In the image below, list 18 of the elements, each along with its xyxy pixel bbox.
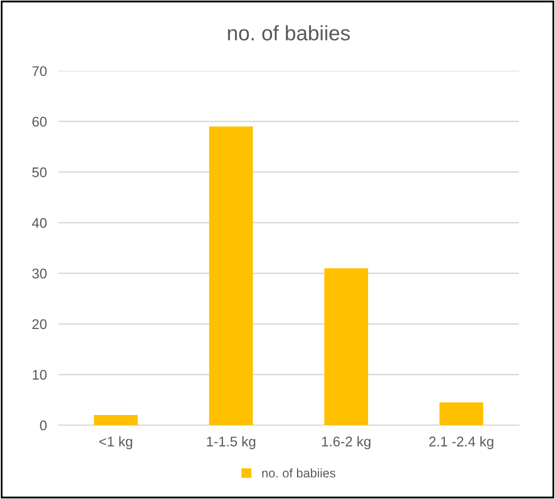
bar	[439, 402, 484, 426]
y-tick-label: 20	[32, 319, 47, 330]
y-tick-label: 50	[32, 167, 47, 178]
chart-title: no. of babiies	[228, 25, 350, 41]
legend-label: no. of babiies	[262, 468, 336, 478]
bar	[324, 268, 368, 426]
x-tick-label: 1.6-2 kg	[322, 436, 370, 450]
y-tick-label: 10	[32, 370, 47, 380]
y-tick-label: 40	[32, 218, 47, 228]
bar	[94, 415, 138, 426]
y-tick-label: 0	[40, 420, 47, 430]
y-tick-label: 60	[32, 116, 47, 127]
bar	[209, 126, 253, 426]
y-tick-label: 30	[32, 268, 47, 278]
x-tick-label: 2.1 -2.4 kg	[429, 436, 494, 450]
x-tick-label: 1-1.5 kg	[206, 436, 256, 450]
y-tick-label: 70	[32, 66, 47, 76]
x-tick-label: <1 kg	[99, 436, 132, 450]
